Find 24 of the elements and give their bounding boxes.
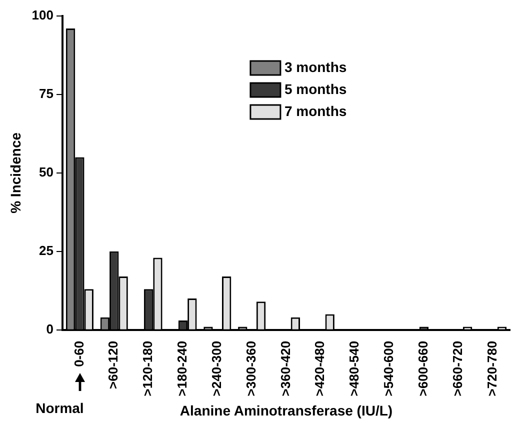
x-tick-label: >180-240 <box>174 340 190 396</box>
y-tick-label: 0 <box>46 321 54 336</box>
text: Normal <box>36 400 84 416</box>
x-tick-label: >720-780 <box>484 340 500 396</box>
y-axis-title: % Incidence <box>7 132 24 214</box>
legend-label: 3 months <box>284 58 347 75</box>
legend-label: 7 months <box>284 102 347 119</box>
legend-label: 5 months <box>284 80 347 97</box>
x-tick-label: >660-720 <box>450 340 465 396</box>
x-tick-label: >360-420 <box>278 340 293 396</box>
x-tick-label: >120-180 <box>140 340 156 396</box>
y-tick-label: 25 <box>39 243 54 258</box>
y-tick-label: 75 <box>39 86 54 102</box>
x-axis-title: Alanine Aminotransferase (IU/L) <box>180 402 393 418</box>
x-tick-label: >540-600 <box>381 340 396 396</box>
x-tick-label: 0-60 <box>71 340 86 367</box>
y-tick-label: 100 <box>32 8 54 23</box>
x-tick-label: >240-300 <box>208 340 224 396</box>
x-tick-label: >60-120 <box>106 340 121 389</box>
x-tick-label: >300-360 <box>243 340 258 396</box>
x-tick-label: >600-660 <box>416 340 431 396</box>
y-tick-label: 50 <box>39 164 54 180</box>
x-tick-label: >480-540 <box>346 340 362 396</box>
x-tick-label: >420-480 <box>312 340 328 396</box>
